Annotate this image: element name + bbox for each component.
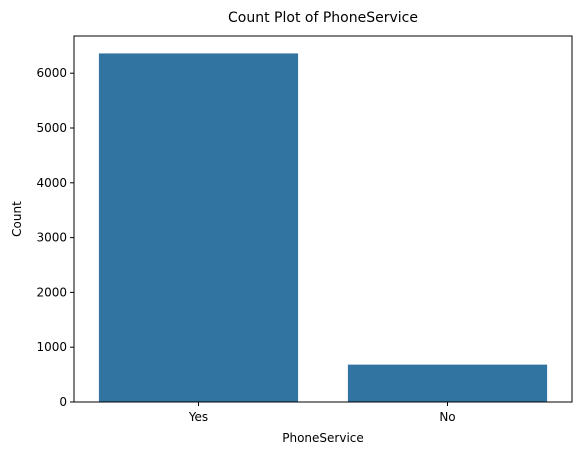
chart-title: Count Plot of PhoneService [228, 10, 418, 26]
y-tick-label: 0 [59, 395, 67, 409]
y-tick-label: 3000 [36, 231, 67, 245]
y-tick-label: 5000 [36, 121, 67, 135]
bar-yes [98, 53, 299, 402]
x-tick-label: No [439, 410, 455, 424]
plot-frame [73, 35, 573, 403]
x-tick-label: Yes [188, 410, 208, 424]
bar-no [347, 364, 548, 402]
y-tick-label: 2000 [36, 285, 67, 299]
x-axis-ticks: Yes No [188, 402, 456, 424]
y-axis-label: Count [10, 201, 24, 237]
y-tick-label: 6000 [36, 66, 67, 80]
x-axis-label: PhoneService [282, 431, 364, 445]
y-tick-label: 1000 [36, 340, 67, 354]
y-tick-label: 4000 [36, 176, 67, 190]
y-axis-ticks: 0 1000 2000 3000 4000 5000 6000 [36, 66, 74, 409]
bars-layer [98, 53, 548, 402]
